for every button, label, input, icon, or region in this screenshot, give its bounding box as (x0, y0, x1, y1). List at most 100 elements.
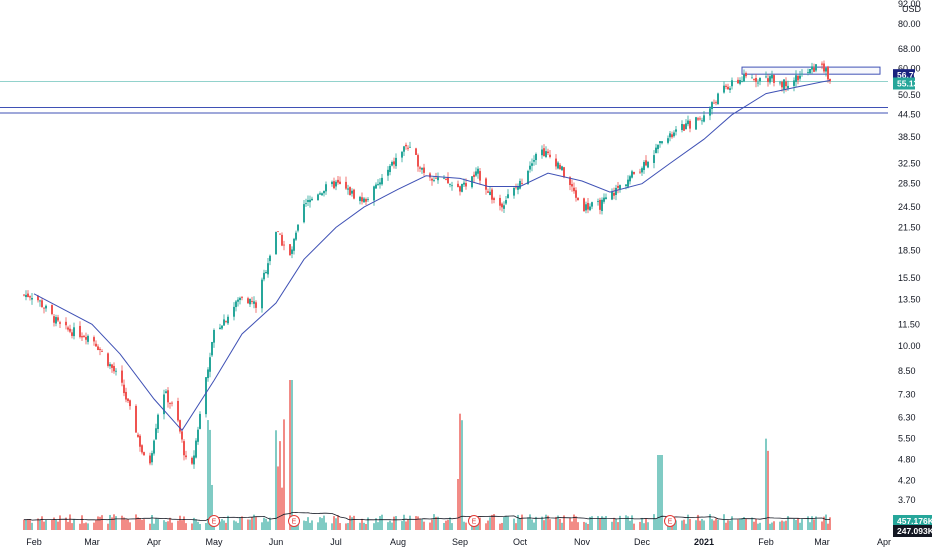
volume-bar (279, 441, 281, 530)
volume-bar (83, 523, 85, 530)
candle-body (267, 263, 269, 275)
candle-body (463, 182, 465, 185)
price-tick-label: 15.50 (898, 273, 921, 283)
volume-bar (433, 514, 435, 530)
candle-body (493, 198, 495, 201)
time-tick-label: 2021 (694, 537, 714, 547)
volume-bar (631, 515, 633, 530)
volume-bar (219, 521, 221, 530)
candle-body (27, 293, 29, 297)
earnings-marker-circle[interactable] (468, 515, 480, 527)
candle-body (129, 400, 131, 407)
candle-body (773, 75, 775, 83)
volume-bar (361, 518, 363, 530)
candle-body (85, 337, 87, 340)
time-axis[interactable]: Feb Mar Apr May Jun Jul Aug Sep Oct Nov Dec 2021 Feb… (26, 537, 891, 547)
candle-body (703, 115, 705, 122)
candle-body (829, 78, 831, 82)
candle-body (55, 317, 57, 324)
price-axis[interactable]: 92.00 80.00 68.00 60.00 50.50 44.50 38.50 32.50… (893, 0, 932, 537)
volume-bar (633, 523, 635, 530)
candle-body (723, 85, 725, 93)
candle-body (503, 205, 505, 209)
price-badge-bg (893, 77, 915, 90)
volume-bar (325, 522, 327, 530)
candle-body (729, 88, 731, 90)
volume-bar (113, 514, 115, 530)
price-badge[interactable]: 55.13 (893, 77, 919, 90)
earnings-marker[interactable]: E (468, 515, 480, 527)
volume-bar (785, 520, 787, 530)
volume-bar (95, 519, 97, 530)
volume-bar (515, 523, 517, 530)
price-tick-label: 8.50 (898, 366, 916, 376)
volume-bar (99, 516, 101, 530)
candle-body (625, 184, 627, 187)
candle-body (193, 455, 195, 465)
time-tick-label: May (205, 537, 223, 547)
candle-body (25, 294, 27, 298)
candle-body (401, 151, 403, 158)
candle-body (631, 171, 633, 178)
volume-bar (417, 516, 419, 530)
volume-bar (333, 516, 335, 530)
candle-body (477, 168, 479, 174)
candle-body (213, 329, 215, 343)
volume-badge[interactable]: 247.093K (893, 525, 932, 537)
candle-body (583, 198, 585, 212)
candle-body (53, 316, 55, 323)
candle-body (821, 63, 823, 65)
candle-body (393, 161, 395, 165)
earnings-marker-circle[interactable] (664, 515, 676, 527)
candle-body (587, 202, 589, 210)
candle-body (403, 146, 405, 152)
earnings-marker-circle[interactable] (288, 515, 300, 527)
candle-body (113, 366, 115, 372)
candle-body (611, 191, 613, 200)
volume-bar (79, 523, 81, 530)
volume-bar (349, 515, 351, 530)
volume-bar (391, 522, 393, 530)
candle-body (253, 301, 255, 304)
time-tick-label: Jun (269, 537, 284, 547)
candle-body (367, 199, 369, 200)
volume-bar (317, 522, 319, 530)
candle-body (737, 79, 739, 84)
volume-bar (423, 521, 425, 530)
candle-body (391, 162, 393, 166)
candle-body (771, 75, 773, 79)
volume-bar (435, 516, 437, 530)
candle-body (87, 335, 89, 342)
volume-bar (499, 523, 501, 530)
volume-bar (181, 520, 183, 530)
price-tick-label: 6.30 (898, 413, 916, 423)
earnings-marker[interactable]: E (288, 515, 300, 527)
volume-badge[interactable]: 457.176K (893, 515, 932, 527)
candle-body (165, 391, 167, 394)
price-unit-label: USD (902, 4, 922, 14)
volume-bar (465, 522, 467, 530)
earnings-marker[interactable]: E (664, 515, 676, 527)
candle-body (249, 298, 251, 305)
candle-body (93, 337, 95, 342)
candle-body (715, 102, 717, 104)
volume-bar (115, 516, 117, 530)
volume-bar (183, 516, 185, 530)
candle-body (743, 74, 745, 82)
candle-body (753, 79, 755, 80)
earnings-marker-circle[interactable] (208, 515, 220, 527)
candle-body (769, 76, 771, 83)
volume-bar (283, 419, 285, 530)
volume-bar (375, 518, 377, 530)
volume-bar (757, 523, 759, 530)
volume-bar (127, 519, 129, 530)
earnings-marker[interactable]: E (208, 515, 220, 527)
candle-body (461, 183, 463, 192)
candle-body (629, 176, 631, 182)
volume-bar (829, 517, 831, 530)
volume-bar (601, 516, 603, 530)
volume-bar (743, 517, 745, 530)
candle-body (45, 305, 47, 309)
